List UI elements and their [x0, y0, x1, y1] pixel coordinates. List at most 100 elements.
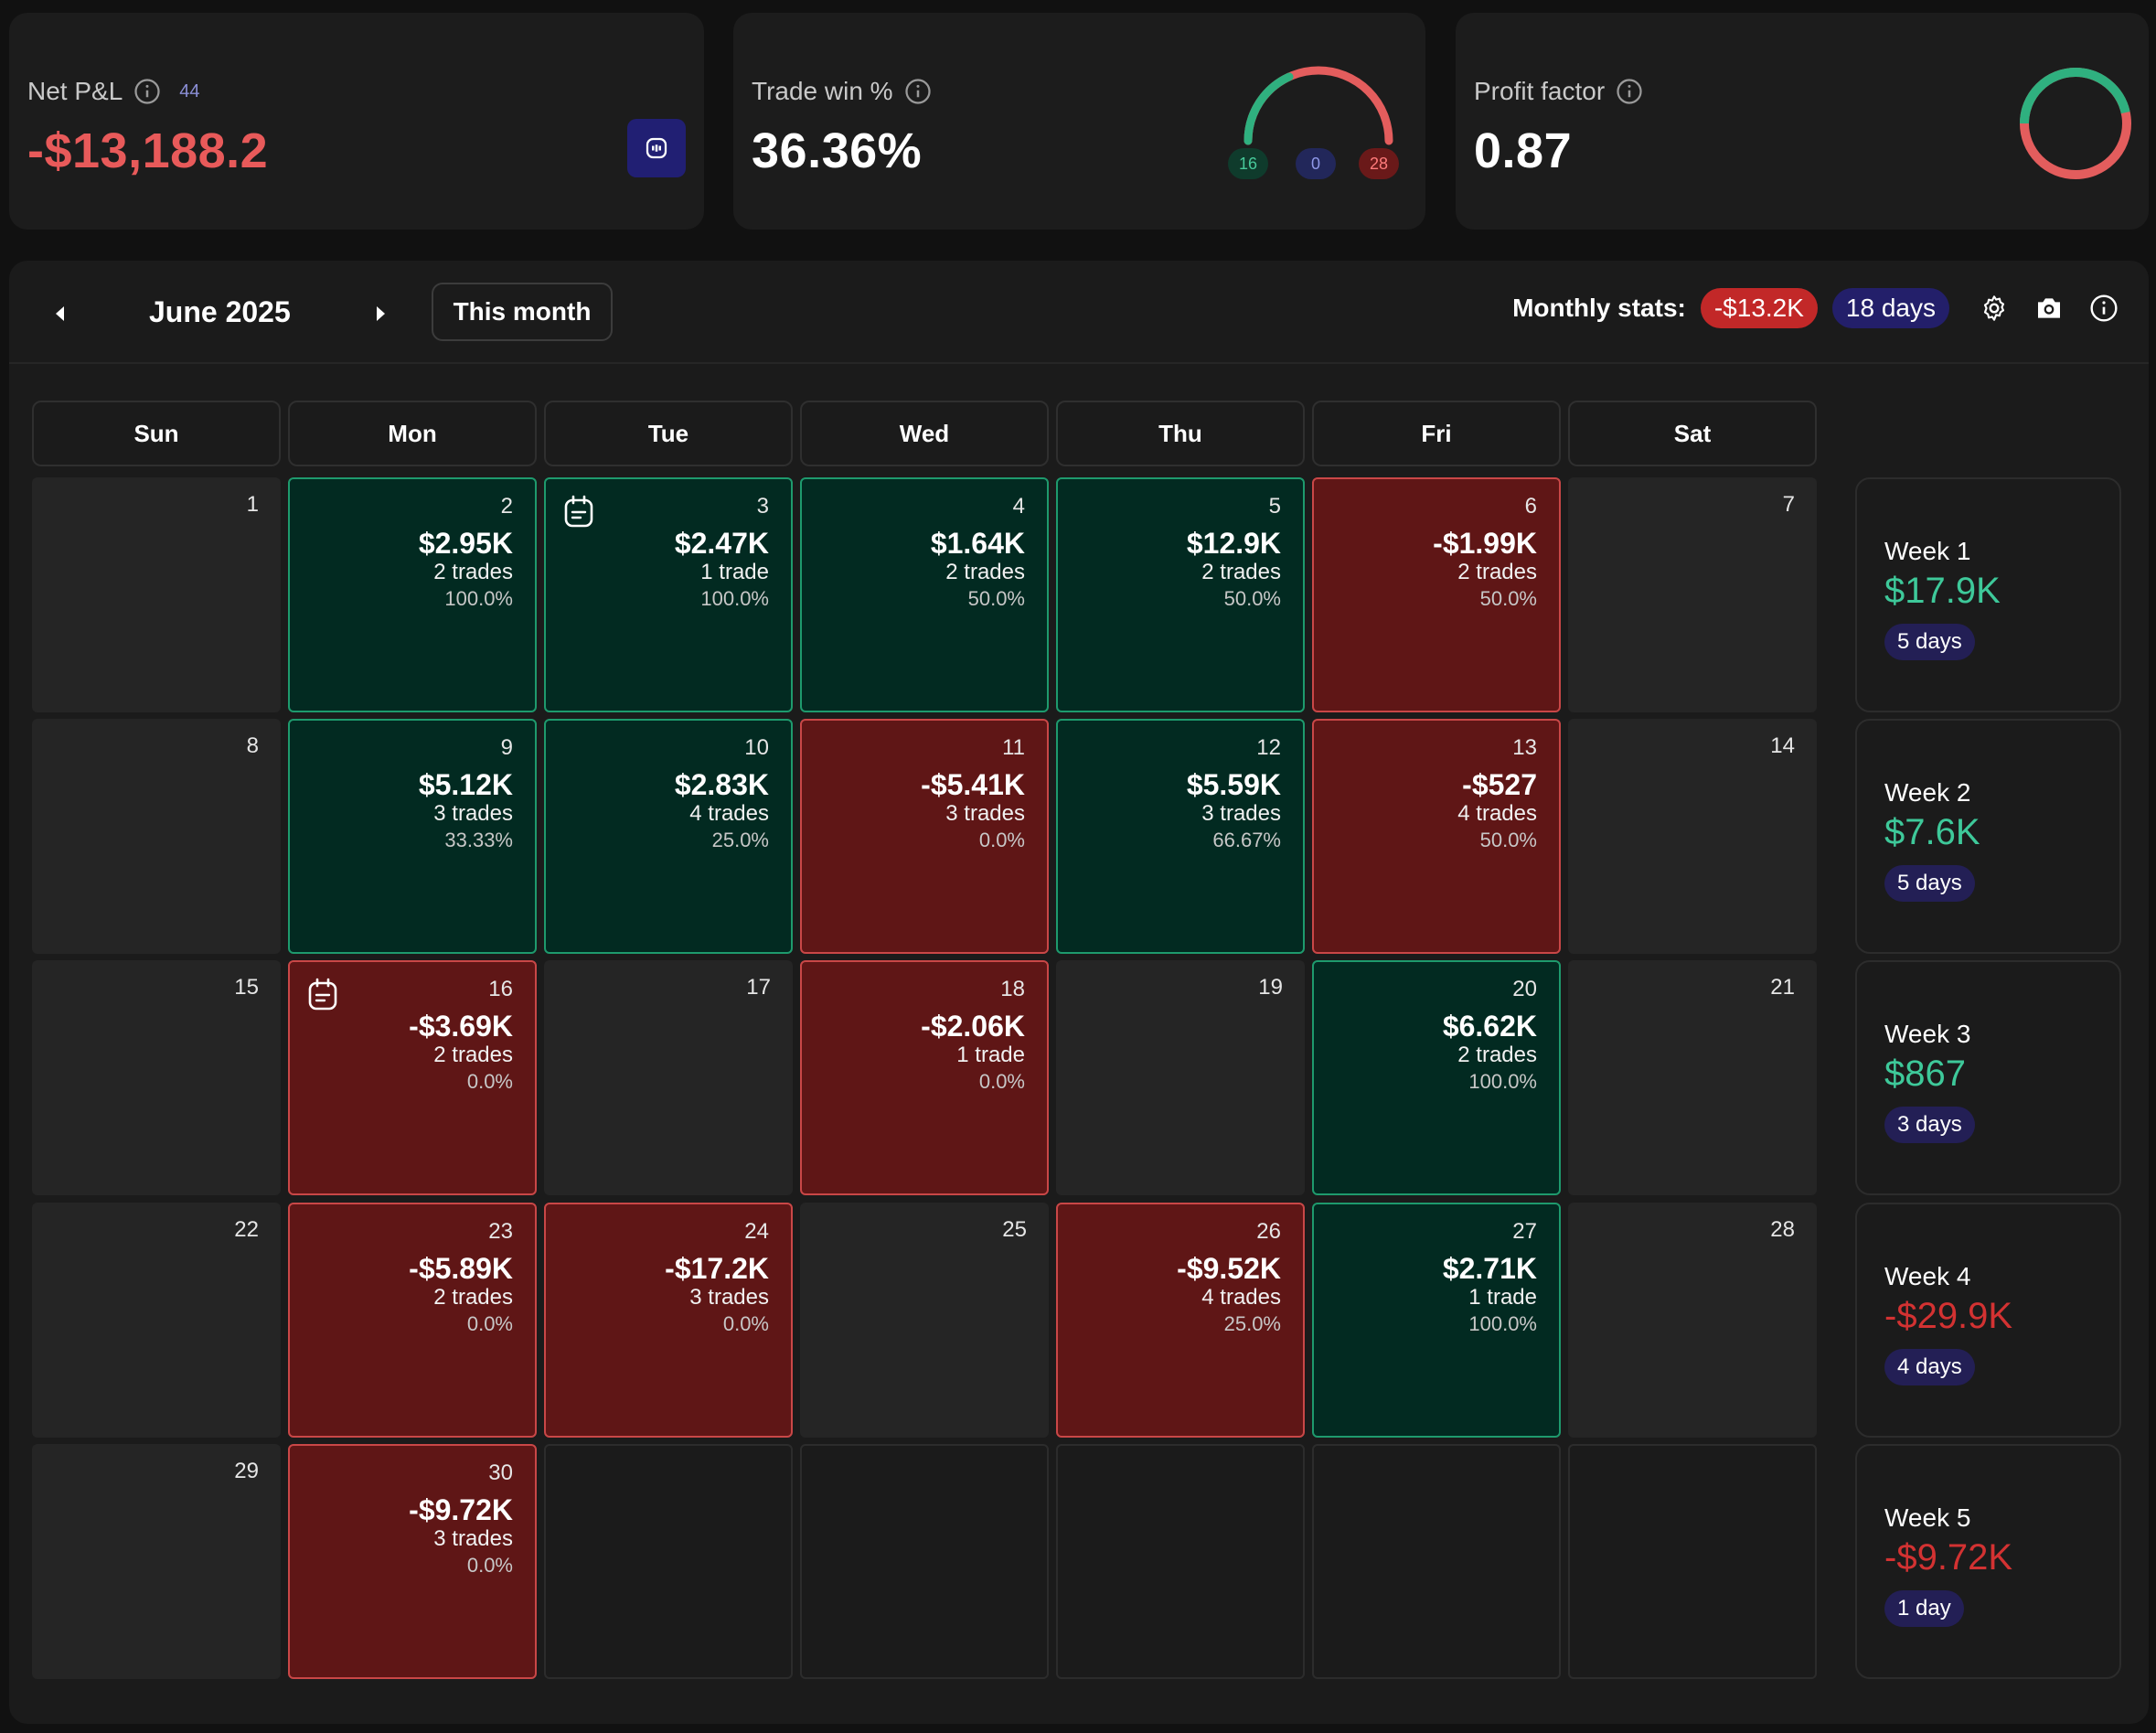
day-trades: 3 trades	[945, 801, 1025, 826]
day-pnl: -$1.99K	[1433, 527, 1537, 560]
day-pnl: -$3.69K	[409, 1010, 513, 1043]
screenshot-button[interactable]	[2032, 291, 2066, 326]
day-pnl: -$527	[1462, 768, 1537, 801]
day-number: 26	[1256, 1219, 1281, 1244]
next-month-button[interactable]	[362, 295, 399, 332]
day-win-rate: 50.0%	[1479, 829, 1537, 851]
day-number: 22	[234, 1217, 259, 1242]
day-cell[interactable]: 7	[1568, 477, 1817, 712]
info-icon[interactable]	[133, 78, 161, 105]
day-cell[interactable]: 4 $1.64K 2 trades 50.0%	[800, 477, 1049, 712]
chevron-right-icon	[377, 306, 385, 321]
this-month-button[interactable]: This month	[432, 283, 613, 341]
day-cell[interactable]: 10 $2.83K 4 trades 25.0%	[544, 719, 793, 954]
day-win-rate: 25.0%	[711, 829, 769, 851]
week-days-badge: 5 days	[1884, 624, 1975, 660]
day-win-rate: 100.0%	[1468, 1312, 1537, 1335]
day-cell[interactable]: 2 $2.95K 2 trades 100.0%	[288, 477, 537, 712]
info-icon	[2090, 294, 2118, 322]
day-cell[interactable]: 1	[32, 477, 281, 712]
day-win-rate: 0.0%	[466, 1554, 513, 1577]
week-summary-5: Week 5 -$9.72K 1 day	[1855, 1444, 2121, 1679]
day-cell[interactable]: 16 -$3.69K 2 trades 0.0%	[288, 960, 537, 1195]
calendar-info-button[interactable]	[2087, 291, 2121, 326]
day-cell[interactable]: 18 -$2.06K 1 trade 0.0%	[800, 960, 1049, 1195]
week-pnl: -$29.9K	[1884, 1296, 2013, 1336]
day-number: 24	[744, 1219, 769, 1244]
trade-win-card: Trade win % 36.36% 16 0 28	[733, 13, 1425, 230]
weekday-sat: Sat	[1568, 401, 1817, 466]
day-cell[interactable]: 21	[1568, 960, 1817, 1195]
trade-win-value: 36.36%	[752, 123, 923, 178]
day-cell[interactable]: 23 -$5.89K 2 trades 0.0%	[288, 1203, 537, 1438]
week-days-badge: 4 days	[1884, 1349, 1975, 1385]
info-icon[interactable]	[904, 78, 932, 105]
ai-assistant-button[interactable]	[627, 119, 686, 177]
profit-factor-label: Profit factor	[1474, 77, 1606, 105]
note-icon[interactable]	[304, 977, 341, 1013]
profit-factor-ring	[2020, 68, 2131, 179]
day-win-rate: 50.0%	[1223, 587, 1281, 610]
day-number: 29	[234, 1459, 259, 1483]
bot-icon	[646, 137, 667, 159]
day-cell[interactable]: 15	[32, 960, 281, 1195]
day-trades: 1 trade	[700, 560, 769, 584]
settings-button[interactable]	[1977, 291, 2012, 326]
day-cell-blank	[1056, 1444, 1305, 1679]
day-cell-blank	[1312, 1444, 1561, 1679]
week-label: Week 1	[1884, 537, 1971, 565]
day-cell[interactable]: 14	[1568, 719, 1817, 954]
info-icon[interactable]	[1616, 78, 1643, 105]
week-label: Week 5	[1884, 1503, 1971, 1532]
day-number: 4	[1012, 494, 1025, 519]
day-cell[interactable]: 5 $12.9K 2 trades 50.0%	[1056, 477, 1305, 712]
day-number: 17	[746, 975, 771, 1000]
day-cell[interactable]: 19	[1056, 960, 1305, 1195]
calendar-header: June 2025 This month Monthly stats: -$13…	[9, 261, 2149, 364]
day-cell[interactable]: 6 -$1.99K 2 trades 50.0%	[1312, 477, 1561, 712]
weekday-wed: Wed	[800, 401, 1049, 466]
day-cell[interactable]: 13 -$527 4 trades 50.0%	[1312, 719, 1561, 954]
day-cell[interactable]: 9 $5.12K 3 trades 33.33%	[288, 719, 537, 954]
weekday-fri: Fri	[1312, 401, 1561, 466]
day-trades: 1 trade	[956, 1043, 1025, 1067]
gear-icon	[1983, 295, 2005, 321]
day-cell[interactable]: 11 -$5.41K 3 trades 0.0%	[800, 719, 1049, 954]
day-number: 12	[1256, 735, 1281, 760]
weekday-tue: Tue	[544, 401, 793, 466]
day-cell[interactable]: 24 -$17.2K 3 trades 0.0%	[544, 1203, 793, 1438]
day-pnl: -$5.41K	[921, 768, 1025, 801]
note-icon[interactable]	[560, 494, 597, 530]
day-number: 27	[1512, 1219, 1537, 1244]
day-number: 20	[1512, 977, 1537, 1001]
day-number: 7	[1782, 492, 1795, 517]
prev-month-button[interactable]	[42, 295, 79, 332]
day-cell-blank	[800, 1444, 1049, 1679]
day-cell[interactable]: 28	[1568, 1203, 1817, 1438]
losses-count: 28	[1359, 148, 1399, 179]
week-days-badge: 5 days	[1884, 865, 1975, 902]
day-cell[interactable]: 3 $2.47K 1 trade 100.0%	[544, 477, 793, 712]
win-rate-gauge	[1243, 66, 1393, 145]
week-label: Week 3	[1884, 1020, 1971, 1048]
day-cell[interactable]: 17	[544, 960, 793, 1195]
day-cell[interactable]: 22	[32, 1203, 281, 1438]
day-number: 3	[756, 494, 769, 519]
day-cell[interactable]: 25	[800, 1203, 1049, 1438]
day-pnl: $5.59K	[1186, 768, 1281, 801]
day-trades: 2 trades	[1457, 1043, 1537, 1067]
day-pnl: -$9.72K	[409, 1493, 513, 1526]
monthly-pnl-badge: -$13.2K	[1700, 288, 1818, 328]
day-cell[interactable]: 12 $5.59K 3 trades 66.67%	[1056, 719, 1305, 954]
day-cell[interactable]: 26 -$9.52K 4 trades 25.0%	[1056, 1203, 1305, 1438]
weekday-mon: Mon	[288, 401, 537, 466]
day-cell[interactable]: 30 -$9.72K 3 trades 0.0%	[288, 1444, 537, 1679]
day-cell[interactable]: 20 $6.62K 2 trades 100.0%	[1312, 960, 1561, 1195]
day-cell[interactable]: 27 $2.71K 1 trade 100.0%	[1312, 1203, 1561, 1438]
day-pnl: $5.12K	[418, 768, 513, 801]
day-pnl: $1.64K	[930, 527, 1025, 560]
day-win-rate: 0.0%	[978, 829, 1025, 851]
day-cell[interactable]: 8	[32, 719, 281, 954]
day-trades: 3 trades	[689, 1285, 769, 1310]
day-cell[interactable]: 29	[32, 1444, 281, 1679]
